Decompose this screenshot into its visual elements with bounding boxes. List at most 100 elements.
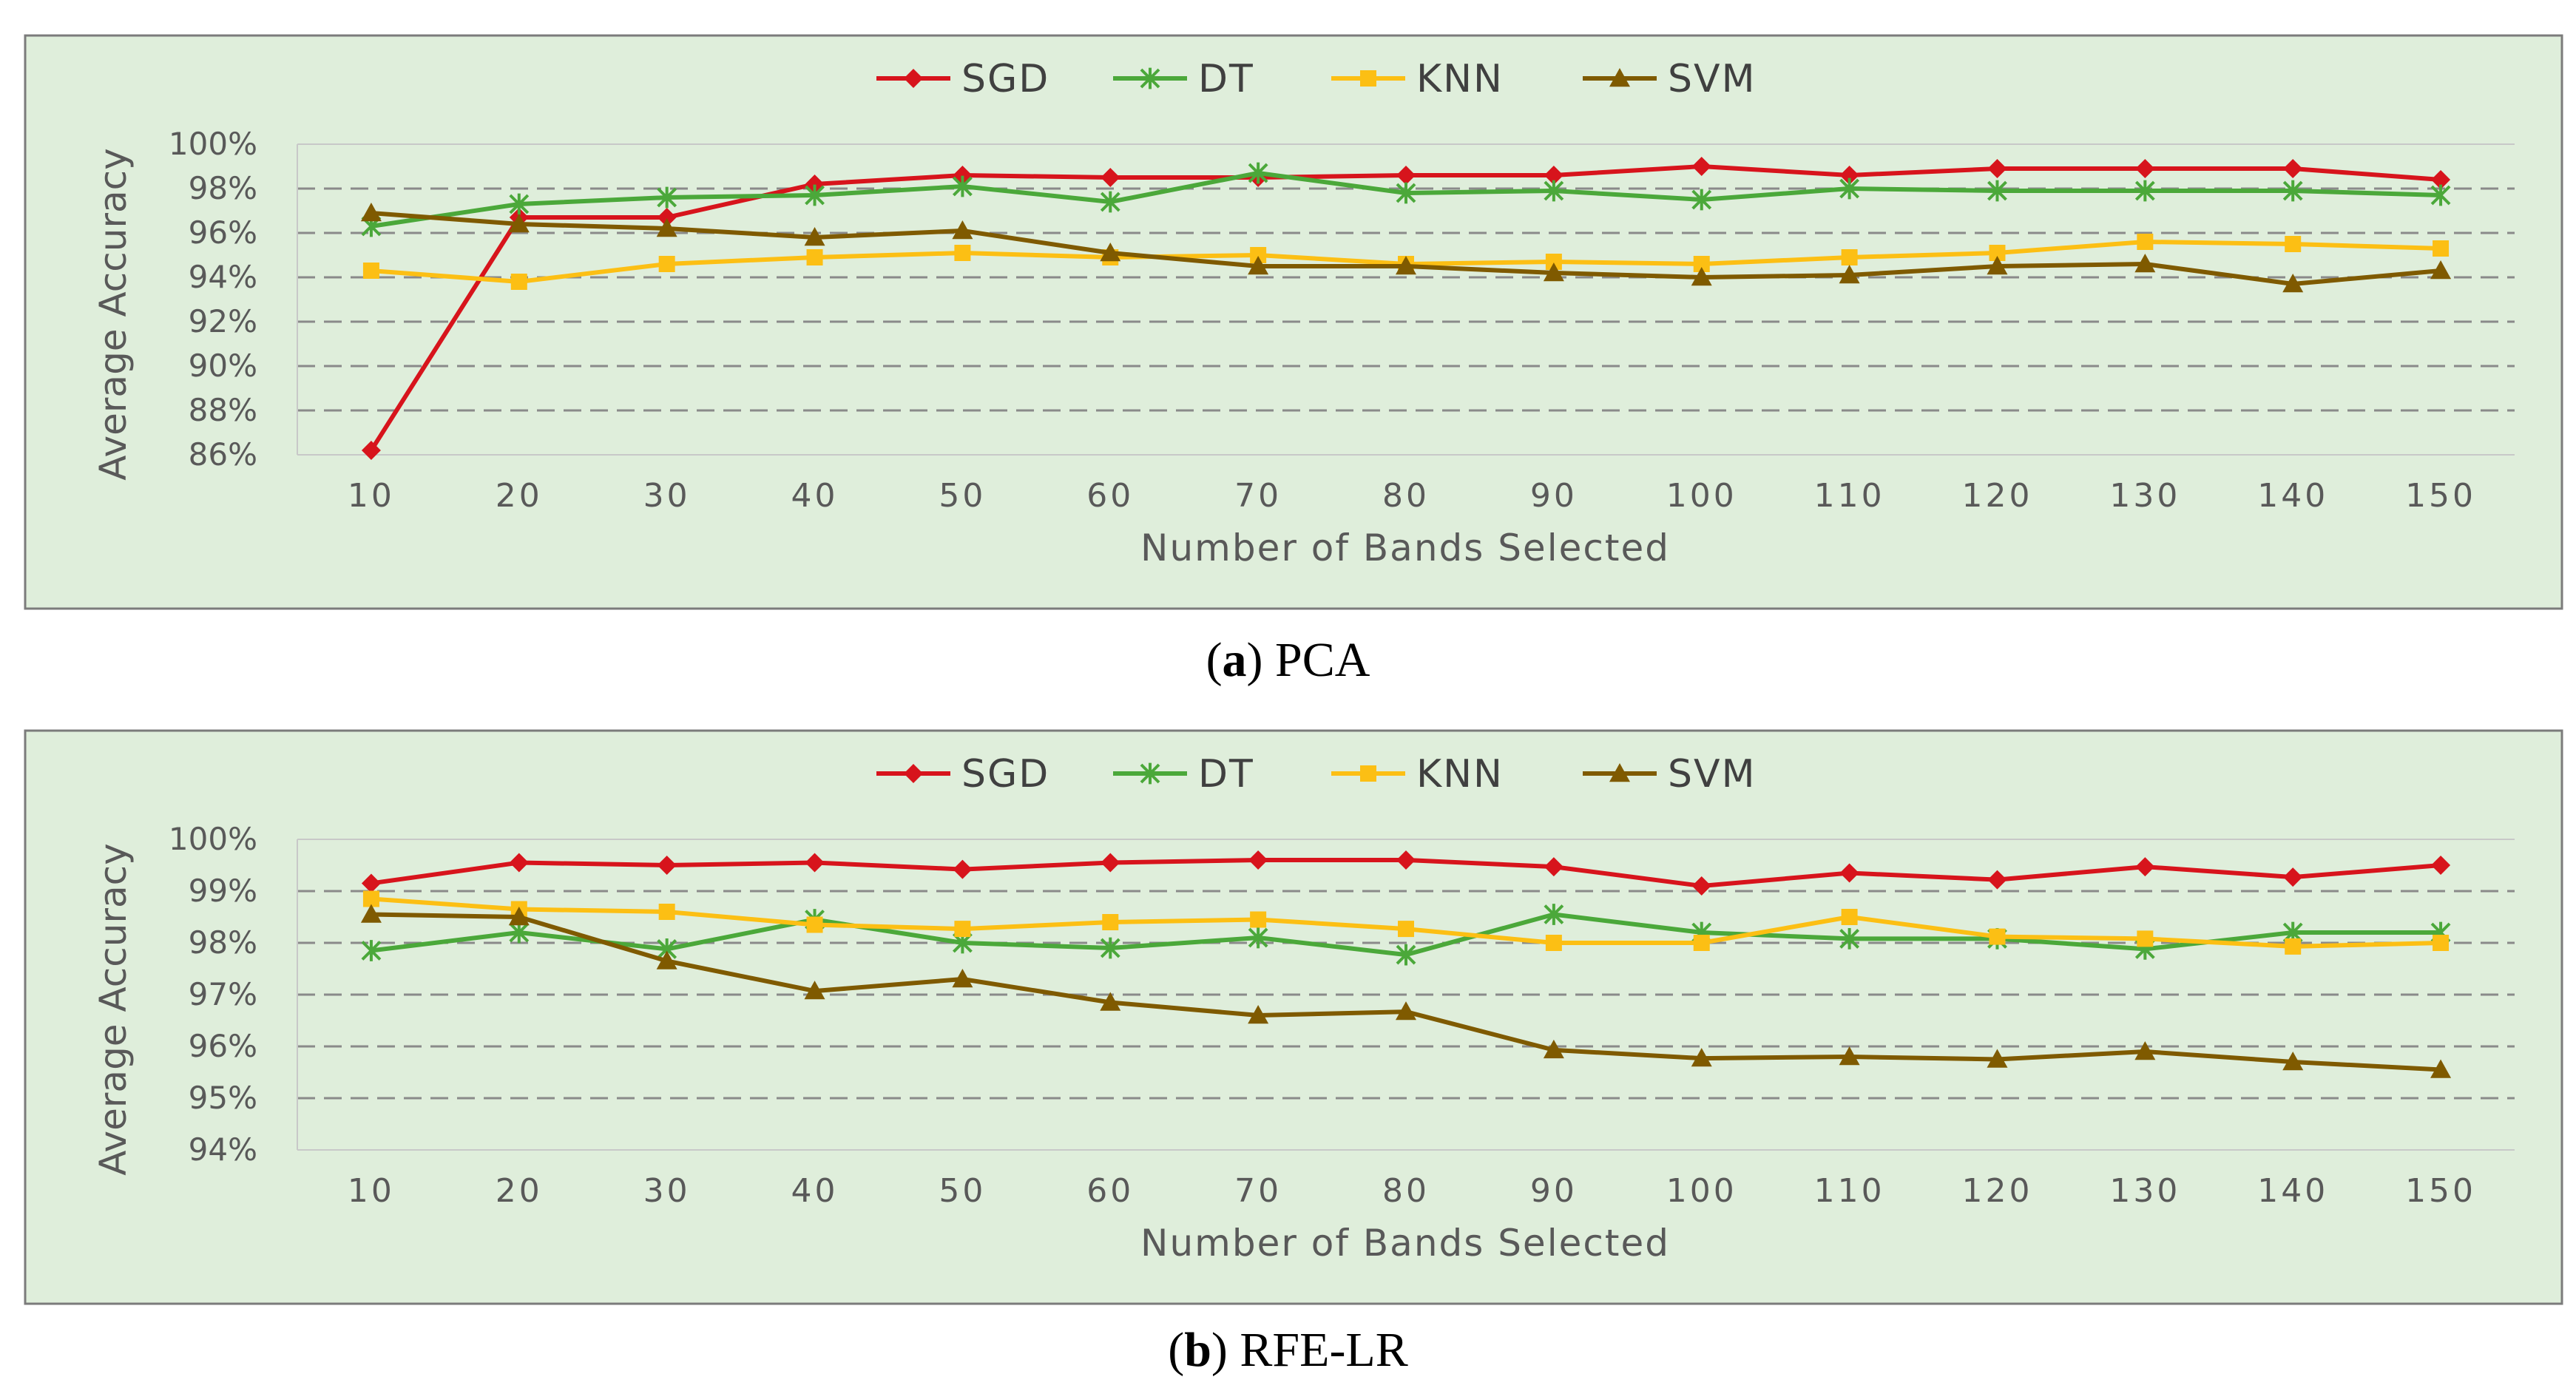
legend-marker-knn [1360,70,1376,87]
legend-label-dt: DT [1198,57,1254,101]
data-point-sgd [1396,850,1416,870]
x-tick-label: 150 [2405,477,2476,515]
x-tick-label: 50 [939,477,986,515]
data-point-knn [2137,234,2154,250]
caption-pca: (a) PCA [1206,633,1370,687]
data-point-sgd [2431,170,2451,189]
x-tick-label: 110 [1814,477,1885,515]
data-point-knn [510,274,527,290]
chart-rfe-lr: 94% 95% 96% 97% 98% 99% 100% 10 20 30 40 50 60 70 80 90… [24,729,2563,1305]
x-tick-label: 90 [1530,1172,1578,1210]
data-point-sgd [1987,159,2007,178]
legend-marker-sgd [904,764,923,783]
data-point-sgd [2135,159,2155,178]
data-point-knn [1693,256,1710,272]
data-point-svm [656,218,677,237]
data-point-sgd [1101,853,1120,873]
data-point-knn [362,263,379,279]
data-point-svm [1248,1005,1269,1024]
legend-label-sgd: SGD [961,752,1049,796]
data-point-knn [1102,914,1119,930]
data-point-knn [2433,935,2450,951]
y-tick-label: 97% [189,976,257,1012]
y-axis-title: Average Accuracy [92,843,135,1176]
data-point-svm [1396,1001,1416,1021]
x-axis-title: Number of Bands Selected [1140,527,1670,569]
y-tick-label: 90% [189,348,257,384]
data-point-dt [2134,180,2155,202]
data-point-knn [1250,911,1267,928]
y-axis-title: Average Accuracy [92,148,135,481]
legend-marker-dt [1140,67,1160,89]
y-tick-label: 94% [189,259,257,295]
x-tick-label: 120 [1961,1172,2032,1210]
data-point-sgd [2283,159,2303,178]
data-point-svm [804,981,825,1000]
data-point-knn [1545,254,1562,270]
data-point-knn [954,245,971,261]
data-point-dt [1396,182,1416,204]
y-tick-label: 95% [189,1080,257,1116]
data-point-sgd [1544,166,1563,185]
data-point-knn [2285,236,2302,252]
data-point-svm [1543,1039,1564,1059]
data-point-sgd [361,873,381,893]
legend-marker-sgd [904,69,923,88]
x-tick-label: 100 [1666,477,1737,515]
data-point-svm [508,907,530,926]
y-tick-label: 86% [189,436,257,473]
data-point-svm [2430,1059,2452,1078]
x-tick-label: 10 [348,477,395,515]
data-point-svm [2430,260,2452,280]
x-tick-label: 110 [1814,1172,1885,1210]
x-tick-label: 100 [1666,1172,1737,1210]
data-point-sgd [1396,166,1416,185]
data-point-knn [1989,928,2006,945]
x-tick-label: 70 [1234,477,1282,515]
data-point-knn [658,904,675,920]
legend-label-svm: SVM [1668,57,1756,101]
x-tick-label: 30 [643,477,691,515]
x-tick-label: 50 [939,1172,986,1210]
data-point-sgd [1691,876,1711,896]
data-point-sgd [953,859,973,879]
data-point-dt [1691,189,1712,211]
x-tick-label: 20 [496,477,543,515]
data-point-knn [1693,935,1710,951]
data-point-knn [2137,930,2154,947]
data-point-dt [1987,180,2007,202]
x-tick-label: 60 [1086,477,1134,515]
chart-panel [24,729,2563,1305]
caption-rfe-lr: (b) RFE-LR [1168,1323,1408,1377]
data-point-knn [2285,938,2302,955]
data-point-svm [360,904,382,923]
x-tick-label: 80 [1382,477,1430,515]
data-point-svm [656,950,677,969]
data-point-svm [1396,256,1416,275]
data-point-knn [806,249,823,265]
y-tick-label: 98% [189,924,257,961]
data-point-svm [1543,263,1564,282]
data-point-dt [1544,904,1564,925]
x-tick-label: 130 [2109,477,2180,515]
x-tick-label: 80 [1382,1172,1430,1210]
data-point-svm [1987,256,2008,275]
data-point-svm [2282,1052,2304,1071]
data-point-knn [2433,240,2450,257]
data-point-sgd [1839,863,1859,883]
y-tick-label: 96% [189,1028,257,1064]
data-point-dt [1248,162,1268,184]
data-point-svm [360,203,382,222]
data-point-dt [2430,184,2451,206]
legend-marker-svm [1609,68,1630,87]
chart-pca: 86% 88% 90% 92% 94% 96% 98% 100% 10 20 30 40 50 60 70 8… [24,34,2563,610]
x-tick-label: 130 [2109,1172,2180,1210]
y-tick-label: 88% [189,392,257,428]
x-tick-label: 120 [1961,477,2032,515]
caption-letter: b [1184,1323,1211,1377]
data-point-sgd [509,853,529,873]
y-tick-label: 100% [169,821,257,857]
x-axis-title: Number of Bands Selected [1140,1222,1670,1265]
legend-label-dt: DT [1198,752,1254,796]
data-point-svm [1691,267,1712,286]
